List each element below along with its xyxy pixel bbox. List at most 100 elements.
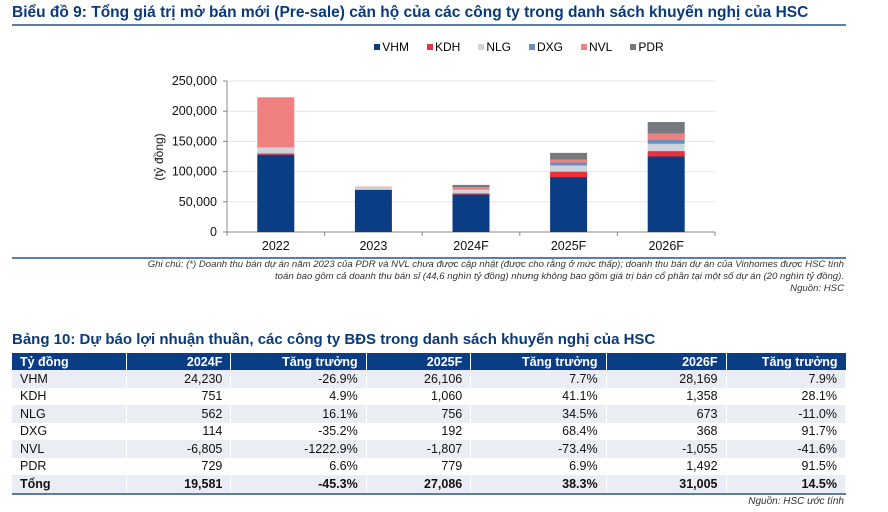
legend-label: KDH	[434, 40, 461, 54]
bar-pdr-2024f	[452, 184, 490, 188]
cell-2025f: 756	[366, 405, 472, 423]
cell-2024f: -6,805	[126, 440, 232, 458]
legend-label: PDR	[638, 40, 664, 54]
cell-2024f: 751	[126, 387, 232, 405]
bar-vhm-2024f	[452, 194, 490, 232]
row-ticker: PDR	[12, 457, 127, 475]
cell-growth-2024: 16.1%	[230, 405, 367, 423]
table-source: Nguồn: HSC ước tính	[748, 496, 844, 507]
cell-growth-2024: 4.9%	[230, 387, 367, 405]
cell-growth-2026: 91.7%	[726, 422, 847, 440]
bar-dxg-2026f	[647, 139, 685, 144]
table-total-row: Tổng 19,581 -45.3% 27,086 38.3% 31,005 14.5%	[12, 475, 847, 495]
y-tick-label: 200,000	[172, 104, 217, 118]
table-row: NVL -6,805 -1222.9% -1,807 -73.4% -1,055 -41.6…	[12, 440, 847, 458]
legend-swatch	[478, 44, 485, 50]
row-ticker: KDH	[12, 387, 127, 405]
x-tick-label: 2023	[359, 239, 387, 253]
cell-2026f: -1,055	[606, 440, 727, 458]
cell-growth-2025: 68.4%	[470, 422, 607, 440]
cell-2025f: 1,060	[366, 387, 472, 405]
legend-swatch	[529, 44, 535, 50]
bar-pdr-2026f	[647, 122, 685, 134]
cell-growth-2026: 28.1%	[726, 387, 847, 405]
cell-growth-2025: -73.4%	[470, 440, 607, 458]
chart-title: Biểu đồ 9: Tổng giá trị mở bán mới (Pre-…	[12, 4, 809, 21]
table-row: NLG 562 16.1% 756 34.5% 673 -11.0%	[12, 405, 847, 423]
table-header-row: Tỷ đồng 2024F Tăng trưởng 2025F Tăng trư…	[12, 353, 846, 370]
legend-swatch	[374, 44, 381, 50]
legend-item-kdh: KDH	[426, 40, 461, 54]
table-row: PDR 729 6.6% 779 6.9% 1,492 91.5%	[12, 457, 847, 475]
note-divider	[12, 257, 846, 259]
y-tick-label: 250,000	[172, 74, 217, 88]
y-tick-label: 0	[210, 225, 217, 239]
bar-vhm-2023	[354, 189, 392, 232]
header-growth-2026: Tăng trưởng	[726, 353, 846, 370]
cell-2025f: 26,106	[366, 370, 472, 388]
cell-2026f: 28,169	[606, 370, 727, 388]
cell-growth-2025: 7.7%	[470, 370, 607, 388]
cell-growth-2024: -26.9%	[230, 370, 367, 388]
x-tick-label: 2022	[262, 239, 290, 253]
bar-kdh-2026f	[647, 151, 685, 157]
legend-swatch	[426, 44, 433, 50]
table-title: Bảng 10: Dự báo lợi nhuận thuần, các côn…	[12, 331, 656, 348]
cell-2026f: 368	[606, 422, 727, 440]
bar-nvl-2023	[354, 186, 392, 188]
header-2024f: 2024F	[126, 353, 232, 370]
bar-kdh-2022	[257, 153, 295, 155]
cell-growth-2026: 7.9%	[726, 370, 847, 388]
bar-nlg-2024f	[452, 189, 490, 194]
bar-nvl-2022	[257, 97, 295, 148]
stacked-bar-chart: 0 50,000 100,000 150,000 200,000 250,000 (tỷ đ…	[152, 74, 716, 253]
note-line: Ghi chú: (*) Doanh thu bán dự án năm 202…	[147, 259, 844, 270]
cell-growth-2025: 41.1%	[470, 387, 607, 405]
bar-vhm-2025f	[550, 177, 588, 232]
chart-source: Nguồn: HSC	[790, 283, 844, 294]
legend-item-dxg: DXG	[529, 40, 563, 54]
total-growth-2025: 38.3%	[470, 475, 607, 495]
bar-vhm-2022	[257, 154, 295, 232]
legend-item-nlg: NLG	[478, 40, 511, 54]
total-2024f: 19,581	[126, 475, 232, 495]
bar-nvl-2025f	[550, 159, 588, 163]
legend-label: NVL	[589, 40, 613, 54]
table-row: DXG 114 -35.2% 192 68.4% 368 91.7%	[12, 422, 847, 440]
cell-2024f: 562	[126, 405, 232, 423]
header-growth-2024: Tăng trưởng	[230, 353, 367, 370]
cell-growth-2026: -11.0%	[726, 405, 847, 423]
row-ticker: DXG	[12, 422, 127, 440]
chart-note: Ghi chú: (*) Doanh thu bán dự án năm 202…	[14, 259, 844, 295]
y-tick-label: 50,000	[179, 195, 217, 209]
header-2025f: 2025F	[366, 353, 472, 370]
total-label: Tổng	[12, 475, 127, 495]
bar-nlg-2022	[257, 147, 295, 154]
cell-2026f: 673	[606, 405, 727, 423]
cell-2025f: 779	[366, 457, 472, 475]
cell-growth-2024: -1222.9%	[230, 440, 367, 458]
bar-dxg-2025f	[550, 162, 588, 166]
row-ticker: VHM	[12, 370, 127, 388]
legend-label: NLG	[486, 40, 511, 54]
profit-forecast-table: Tỷ đồng 2024F Tăng trưởng 2025F Tăng trư…	[12, 353, 847, 495]
cell-2025f: 192	[366, 422, 472, 440]
note-line: toán bao gồm cả doanh thu bán sỉ (44,6 n…	[275, 271, 844, 282]
x-tick-label: 2026F	[648, 239, 684, 253]
cell-2024f: 729	[126, 457, 232, 475]
bar-nlg-2023	[354, 187, 392, 190]
bar-kdh-2025f	[550, 171, 588, 178]
cell-2025f: -1,807	[366, 440, 472, 458]
title-divider	[12, 24, 846, 26]
bar-nvl-2026f	[647, 133, 685, 140]
bar-nvl-2024f	[452, 187, 490, 190]
bar-nlg-2026f	[647, 143, 685, 152]
header-unit: Tỷ đồng	[12, 353, 127, 370]
legend-label: DXG	[537, 40, 564, 54]
table-row: KDH 751 4.9% 1,060 41.1% 1,358 28.1%	[12, 387, 847, 405]
bar-vhm-2026f	[647, 156, 685, 232]
legend-label: VHM	[382, 40, 409, 54]
legend-item-pdr: PDR	[630, 40, 664, 54]
legend-swatch	[630, 44, 637, 50]
x-tick-label: 2024F	[453, 239, 489, 253]
